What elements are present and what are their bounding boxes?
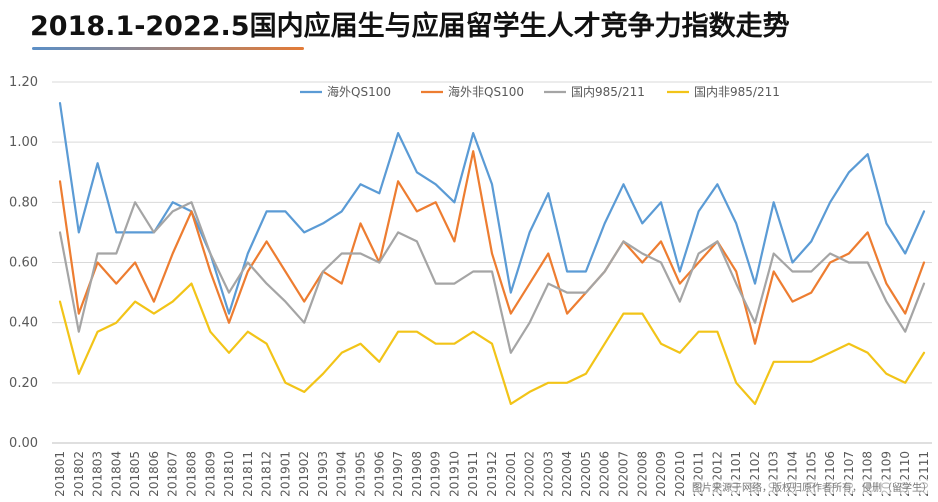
x-tick-label: 201803 xyxy=(91,451,105,497)
title-underline xyxy=(32,47,304,50)
x-tick-label: 202010 xyxy=(673,451,687,497)
x-tick-label: 201911 xyxy=(466,451,480,497)
x-tick-label: 201907 xyxy=(391,451,405,497)
x-tick-label: 201809 xyxy=(203,451,217,497)
x-tick-label: 202009 xyxy=(654,451,668,497)
x-tick-label: 201805 xyxy=(128,451,142,497)
y-tick-label: 0.80 xyxy=(9,195,38,210)
x-tick-label: 202008 xyxy=(635,451,649,497)
y-tick-label: 1.20 xyxy=(9,75,38,90)
x-tick-label: 202004 xyxy=(560,451,574,497)
series-line-2 xyxy=(58,201,926,354)
x-tick-label: 202002 xyxy=(523,451,537,497)
x-tick-label: 202006 xyxy=(598,451,612,497)
y-tick-label: 0.40 xyxy=(9,316,38,331)
x-tick-label: 201912 xyxy=(485,451,499,497)
x-tick-label: 201811 xyxy=(241,451,255,497)
x-tick-label: 201906 xyxy=(372,451,386,497)
x-tick-label: 201806 xyxy=(147,451,161,497)
x-tick-label: 201812 xyxy=(260,451,274,497)
x-tick-label: 201801 xyxy=(53,451,67,497)
legend-label: 海外非QS100 xyxy=(448,84,524,99)
series-line-0 xyxy=(58,101,926,315)
x-tick-label: 201901 xyxy=(278,451,292,497)
y-tick-label: 0.00 xyxy=(9,436,38,451)
y-tick-label: 0.60 xyxy=(9,256,38,271)
x-tick-label: 201904 xyxy=(335,451,349,497)
y-axis: 0.00 0.20 0.40 0.60 0.80 1.00 1.20 xyxy=(9,75,38,451)
x-tick-label: 201909 xyxy=(429,451,443,497)
legend-label: 国内非985/211 xyxy=(694,85,780,99)
x-tick-label: 201903 xyxy=(316,451,330,497)
x-tick-label: 202001 xyxy=(504,451,518,497)
x-tick-label: 201810 xyxy=(222,451,236,497)
x-tick-label: 201802 xyxy=(72,451,86,497)
x-tick-label: 202005 xyxy=(579,451,593,497)
x-tick-label: 201902 xyxy=(297,451,311,497)
page-title: 2018.1-2022.5国内应届生与应届留学生人才竞争力指数走势 xyxy=(30,11,790,42)
x-tick-label: 202007 xyxy=(616,451,630,497)
series-lines xyxy=(58,101,926,405)
grid-lines xyxy=(52,81,932,444)
x-tick-label: 202003 xyxy=(541,451,555,497)
series-line-1 xyxy=(58,150,926,345)
x-tick-label: 201807 xyxy=(166,451,180,497)
watermark-text: 图片来源于网络，版权归原作者所有，侵删（留学生） xyxy=(692,479,932,494)
x-tick-label: 201908 xyxy=(410,451,424,497)
x-tick-label: 201804 xyxy=(109,451,123,497)
legend: 海外QS100 海外非QS100 国内985/211 国内非985/211 xyxy=(300,84,780,99)
y-tick-label: 1.00 xyxy=(9,135,38,150)
x-tick-label: 201905 xyxy=(354,451,368,497)
y-tick-label: 0.20 xyxy=(9,376,38,391)
x-tick-label: 201808 xyxy=(184,451,198,497)
series-line-3 xyxy=(58,282,926,405)
legend-label: 海外QS100 xyxy=(327,84,391,99)
legend-label: 国内985/211 xyxy=(571,85,645,99)
x-tick-label: 201910 xyxy=(447,451,461,497)
